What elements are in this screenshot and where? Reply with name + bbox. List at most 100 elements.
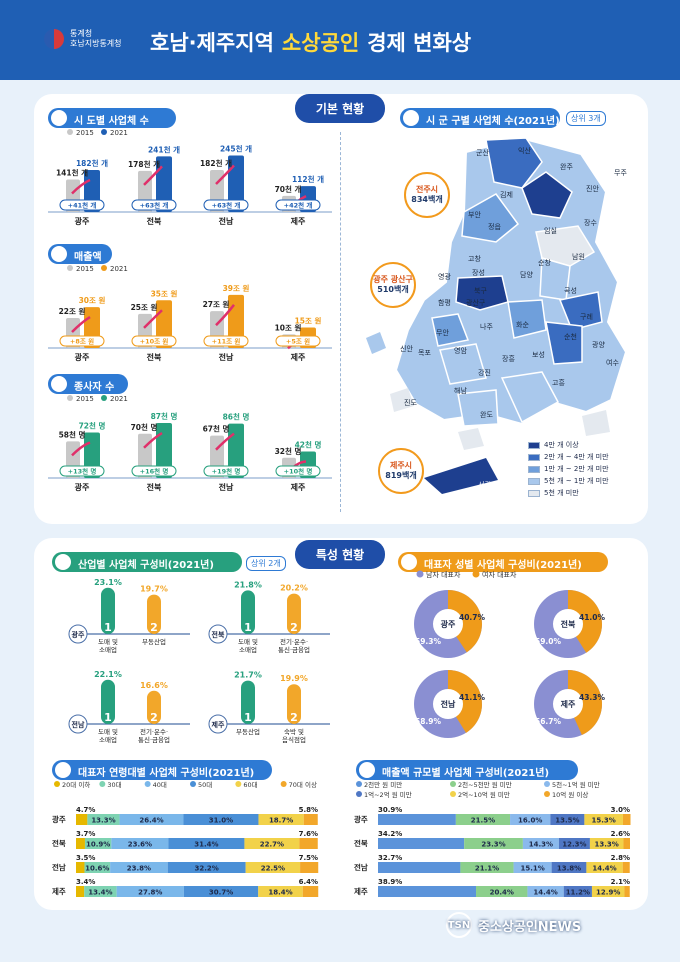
value-label-2021: 39조 원 xyxy=(223,283,250,293)
stack-legend-label: 2억~10억 원 미만 xyxy=(458,790,510,799)
stack-segment xyxy=(244,838,300,849)
category-label: 전남 xyxy=(219,482,234,492)
stack-value: 14.4% xyxy=(592,865,616,873)
stack-segment xyxy=(183,814,259,825)
stack-legend-label: 70대 이상 xyxy=(289,780,317,789)
stack-segment xyxy=(558,838,590,849)
stack-value: 16.0% xyxy=(518,817,542,825)
stack-segment xyxy=(87,814,120,825)
stack-legend-label: 40대 xyxy=(153,781,167,789)
legend-2021-swatch xyxy=(101,265,107,271)
stack-segment xyxy=(563,886,592,897)
sub-industry: 산업별 사업체 구성비(2021년) xyxy=(52,552,242,572)
pie-region-label: 전북 xyxy=(561,619,576,629)
legend-2015-swatch xyxy=(67,129,73,135)
map-region-label: 군산 xyxy=(476,149,489,157)
map-legend-row: 2만 개 ~ 4만 개 미만 xyxy=(528,452,640,462)
pie-hole xyxy=(433,689,463,719)
map-legend-label: 2만 개 ~ 4만 개 미만 xyxy=(544,453,609,461)
category-label: 제주 xyxy=(291,482,306,492)
sales-scale-stacked-chart: 2천만 원 미만 2천~5천만 원 미만 5천~1억 원 미만 1억~2억 원 미만 2… xyxy=(354,780,631,897)
map-region-label: 장수 xyxy=(584,219,597,227)
stack-segment xyxy=(84,862,111,873)
value-label-2021: 241천 개 xyxy=(148,144,180,154)
legend-2021-swatch xyxy=(101,129,107,135)
stack-segment xyxy=(76,814,88,825)
stack-segment xyxy=(513,862,552,873)
map-region-label: 북구 xyxy=(474,287,487,295)
stack-segment xyxy=(550,814,585,825)
stack-segment xyxy=(302,886,319,897)
industry-value: 19.9% xyxy=(280,674,308,683)
category-label: 제주 xyxy=(291,216,306,226)
map-region-label: 서귀포 xyxy=(478,481,498,489)
map-region-label: 나주 xyxy=(480,323,493,331)
category-label: 전북 xyxy=(147,482,162,492)
industry-bar xyxy=(147,594,161,634)
stack-segment xyxy=(76,886,85,897)
map-region-label: 완도 xyxy=(480,411,493,419)
stack-small-value: 3.4% xyxy=(76,878,95,886)
map-region-label: 목포 xyxy=(418,349,431,357)
stack-small-value: 2.8% xyxy=(611,854,630,862)
map-region-label: 남원 xyxy=(572,253,585,261)
value-label-2021: 42천 명 xyxy=(295,439,322,449)
pie-hole xyxy=(553,689,583,719)
increase-label: +63천 개 xyxy=(212,201,241,210)
industry-bar xyxy=(101,587,115,634)
map-region-label: 순천 xyxy=(564,333,577,341)
category-label: 제주 xyxy=(291,352,306,362)
stack-segment xyxy=(76,862,85,873)
pie-female-value: 40.7% xyxy=(459,613,486,622)
industry-value: 19.7% xyxy=(140,585,168,594)
stack-legend-label: 1억~2억 원 미만 xyxy=(364,790,412,799)
pie-female-value: 43.3% xyxy=(579,693,606,702)
stack-small-value: 2.6% xyxy=(611,830,630,838)
pie-male-value: 59.0% xyxy=(535,637,562,646)
industry-bar xyxy=(241,590,255,634)
industry-bar xyxy=(147,690,161,724)
stack-value: 13.3% xyxy=(595,841,619,849)
map-region-label: 완주 xyxy=(560,163,573,171)
stack-segment xyxy=(111,838,169,849)
increase-pill xyxy=(275,199,321,211)
value-label-2021: 245천 개 xyxy=(220,143,252,153)
stack-segment xyxy=(84,838,112,849)
industry-bar xyxy=(287,684,301,724)
rank-label: 2 xyxy=(150,621,158,634)
category-label: 전북 xyxy=(147,216,162,226)
map-region-label: 익산 xyxy=(518,147,531,155)
category-label: 전남 xyxy=(219,216,234,226)
stack-segment xyxy=(522,838,559,849)
map-region-label: 김제 xyxy=(500,191,513,199)
increase-label: +10천 명 xyxy=(284,467,313,476)
sub-sales-scale: 매출액 규모별 사업체 구성비(2021년) xyxy=(356,760,578,780)
legend-male-swatch xyxy=(416,570,424,578)
map-region-label: 임실 xyxy=(544,227,557,235)
map-region-label: 진도 xyxy=(404,399,417,407)
map-region-label: 정읍 xyxy=(488,223,501,231)
value-label-2015: 70천 개 xyxy=(275,184,302,194)
increase-pill xyxy=(59,335,105,347)
legend-2021-label: 2021 xyxy=(110,265,128,273)
map-region-label: 함평 xyxy=(438,299,451,307)
map-region-label: 장성 xyxy=(472,269,485,277)
pie-female-value: 41.0% xyxy=(579,613,606,622)
callout-gwangsan: 광주 광산구 510백개 xyxy=(370,262,416,308)
bar-2021 xyxy=(156,423,172,478)
industry-label-line2: 통신·금융업 xyxy=(278,645,310,654)
map-region-label: 곡성 xyxy=(564,287,577,295)
stack-small-value: 38.9% xyxy=(378,878,402,886)
map-region-label: 고창 xyxy=(468,255,481,263)
stack-legend-swatch xyxy=(544,781,550,787)
stack-value: 32.2% xyxy=(195,865,219,873)
stack-legend-label: 20대 이하 xyxy=(62,780,90,789)
stack-value: 21.5% xyxy=(471,817,495,825)
stack-small-value: 3.5% xyxy=(76,854,95,862)
map-region-label: 담양 xyxy=(520,271,533,279)
stack-small-value: 34.2% xyxy=(378,830,402,838)
increase-label: +11조 원 xyxy=(212,337,241,346)
growth-arrow-icon xyxy=(143,431,163,449)
stack-legend-swatch xyxy=(235,781,242,787)
stack-small-value: 5.8% xyxy=(299,806,318,814)
